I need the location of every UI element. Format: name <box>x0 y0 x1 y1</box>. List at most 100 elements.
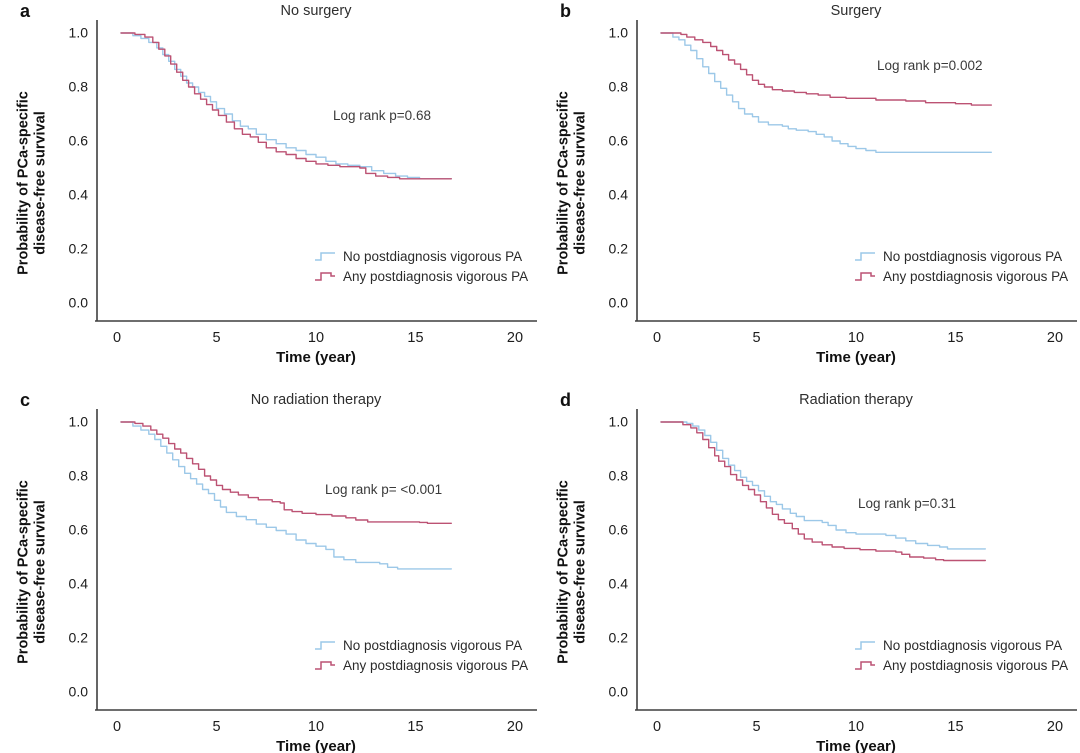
step-line-icon <box>855 641 875 650</box>
x-tick-label: 15 <box>407 330 423 346</box>
step-line-icon <box>315 252 335 261</box>
legend-item-no-pa: No postdiagnosis vigorous PA <box>314 635 528 655</box>
y-tick-label: 0.6 <box>69 522 89 538</box>
y-tick-label: 1.0 <box>69 414 89 430</box>
panel-letter: c <box>20 390 31 410</box>
y-tick-label: 0.0 <box>69 295 89 311</box>
x-tick-label: 0 <box>653 330 661 346</box>
x-tick-label: 0 <box>653 719 661 735</box>
x-tick-label: 15 <box>947 330 963 346</box>
x-tick-label: 10 <box>848 719 864 735</box>
axis-spines <box>635 409 1077 711</box>
legend-label: Any postdiagnosis vigorous PA <box>343 657 529 673</box>
km-curve-any-pa <box>660 421 986 562</box>
legend-label: Any postdiagnosis vigorous PA <box>883 268 1069 284</box>
km-curve-any-pa <box>660 32 992 106</box>
x-tick-label: 5 <box>752 719 760 735</box>
y-axis-title: Probability of PCa-specific disease-free… <box>555 91 589 275</box>
legend: No postdiagnosis vigorous PA Any postdia… <box>314 246 528 286</box>
y-tick-label: 0.2 <box>609 241 629 257</box>
km-curve-any-pa <box>120 32 452 180</box>
y-axis-title: Probability of PCa-specific disease-free… <box>15 91 49 275</box>
y-tick-label: 0.0 <box>69 684 89 700</box>
x-tick-label: 15 <box>407 719 423 735</box>
x-axis-title: Time (year) <box>276 349 356 366</box>
km-curve-no-pa <box>120 421 452 570</box>
y-tick-label: 1.0 <box>609 414 629 430</box>
panel-letter: d <box>560 390 571 410</box>
log-rank-annotation: Log rank p=0.31 <box>858 496 956 511</box>
km-curve-no-pa <box>660 421 986 550</box>
km-curve-any-pa <box>120 421 452 524</box>
panel-title: No radiation therapy <box>250 392 382 408</box>
panel-title: No surgery <box>280 3 352 19</box>
x-axis-title: Time (year) <box>816 349 896 366</box>
step-line-icon <box>855 661 875 670</box>
km-chart-a: 0.0 0.2 0.4 0.6 0.8 1.0 0 5 10 15 20 <box>69 20 537 346</box>
log-rank-annotation: Log rank p=0.002 <box>877 58 983 73</box>
x-tick-label: 20 <box>507 330 523 346</box>
log-rank-annotation: Log rank p=0.68 <box>333 108 431 123</box>
step-line-icon <box>315 272 335 281</box>
y-tick-label: 0.8 <box>69 79 89 95</box>
panel-letter: a <box>20 1 31 21</box>
legend-item-no-pa: No postdiagnosis vigorous PA <box>854 635 1068 655</box>
y-tick-label: 0.6 <box>609 522 629 538</box>
axis-spines <box>95 409 537 711</box>
y-tick-label: 0.8 <box>609 468 629 484</box>
y-tick-label: 0.4 <box>69 187 89 203</box>
km-curve-no-pa <box>660 32 992 153</box>
legend-item-any-pa: Any postdiagnosis vigorous PA <box>854 655 1068 675</box>
km-curve-no-pa <box>120 32 452 180</box>
y-tick-label: 0.6 <box>609 133 629 149</box>
x-tick-label: 15 <box>947 719 963 735</box>
legend-item-any-pa: Any postdiagnosis vigorous PA <box>314 266 528 286</box>
y-tick-label: 0.8 <box>609 79 629 95</box>
panel-d: 0.0 0.2 0.4 0.6 0.8 1.0 0 5 10 15 20 d Radiation t… <box>540 376 1080 753</box>
x-tick-label: 20 <box>507 719 523 735</box>
log-rank-annotation: Log rank p= <0.001 <box>325 482 443 497</box>
y-tick-label: 0.2 <box>609 630 629 646</box>
panel-title: Surgery <box>830 3 882 19</box>
km-chart-c: 0.0 0.2 0.4 0.6 0.8 1.0 0 5 10 15 20 <box>69 409 537 735</box>
panel-title: Radiation therapy <box>799 392 913 408</box>
x-tick-label: 20 <box>1047 719 1063 735</box>
legend-item-any-pa: Any postdiagnosis vigorous PA <box>314 655 528 675</box>
y-tick-label: 1.0 <box>69 25 89 41</box>
legend: No postdiagnosis vigorous PA Any postdia… <box>314 635 528 675</box>
y-tick-label: 0.0 <box>609 295 629 311</box>
x-tick-label: 20 <box>1047 330 1063 346</box>
x-tick-label: 10 <box>308 330 324 346</box>
x-axis-title: Time (year) <box>816 738 896 753</box>
km-chart-d: 0.0 0.2 0.4 0.6 0.8 1.0 0 5 10 15 20 <box>609 409 1077 735</box>
axis-spines <box>635 20 1077 322</box>
legend: No postdiagnosis vigorous PA Any postdia… <box>854 246 1068 286</box>
y-tick-label: 0.4 <box>69 576 89 592</box>
y-tick-label: 0.8 <box>69 468 89 484</box>
y-tick-label: 0.4 <box>609 187 629 203</box>
step-line-icon <box>315 641 335 650</box>
panel-b: 0.0 0.2 0.4 0.6 0.8 1.0 0 5 10 15 20 b Surgery Log… <box>540 0 1080 376</box>
x-tick-label: 5 <box>752 330 760 346</box>
y-axis-title: Probability of PCa-specific disease-free… <box>555 480 589 664</box>
x-tick-label: 0 <box>113 330 121 346</box>
panel-a: 0.0 0.2 0.4 0.6 0.8 1.0 0 5 10 15 20 a No surgery … <box>0 0 540 376</box>
panel-letter: b <box>560 1 571 21</box>
y-tick-label: 1.0 <box>609 25 629 41</box>
legend-item-no-pa: No postdiagnosis vigorous PA <box>314 246 528 266</box>
y-tick-label: 0.6 <box>69 133 89 149</box>
legend-item-any-pa: Any postdiagnosis vigorous PA <box>854 266 1068 286</box>
y-tick-label: 0.2 <box>69 241 89 257</box>
x-tick-label: 10 <box>848 330 864 346</box>
y-tick-label: 0.2 <box>69 630 89 646</box>
axis-spines <box>95 20 537 322</box>
y-tick-label: 0.0 <box>609 684 629 700</box>
step-line-icon <box>855 252 875 261</box>
legend-label: No postdiagnosis vigorous PA <box>343 248 523 264</box>
x-tick-label: 5 <box>212 719 220 735</box>
legend: No postdiagnosis vigorous PA Any postdia… <box>854 635 1068 675</box>
y-tick-label: 0.4 <box>609 576 629 592</box>
x-tick-label: 0 <box>113 719 121 735</box>
x-axis-title: Time (year) <box>276 738 356 753</box>
